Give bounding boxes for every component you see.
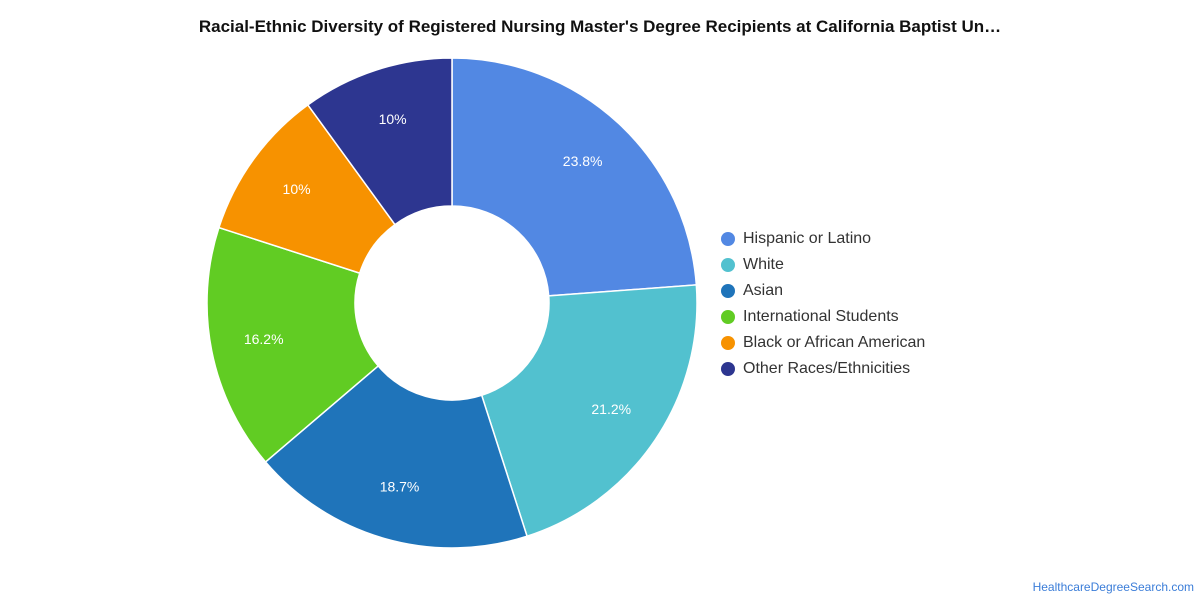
slice-international-students[interactable]: [206, 226, 380, 464]
slice-white[interactable]: [480, 284, 698, 538]
legend-swatch: [721, 310, 735, 324]
slice-value-label: 18.7%: [380, 478, 420, 494]
legend-item[interactable]: International Students: [721, 304, 925, 330]
chart-legend: Hispanic or Latino White Asian Internationa…: [721, 226, 925, 382]
legend-swatch: [721, 232, 735, 246]
legend-item[interactable]: Other Races/Ethnicities: [721, 356, 925, 382]
legend-label: White: [743, 256, 784, 273]
slice-asian[interactable]: [264, 364, 528, 549]
legend-label: Other Races/Ethnicities: [743, 360, 911, 377]
legend-swatch: [721, 362, 735, 376]
legend-item[interactable]: Hispanic or Latino: [721, 226, 925, 252]
legend-label: Black or African American: [743, 334, 926, 351]
legend-item[interactable]: Black or African American: [721, 330, 925, 356]
chart-title: Racial-Ethnic Diversity of Registered Nu…: [198, 17, 1002, 36]
legend-swatch: [721, 258, 735, 272]
slice-value-label: 16.2%: [244, 331, 284, 347]
slice-value-label: 21.2%: [591, 401, 631, 417]
legend-swatch: [721, 284, 735, 298]
source-link[interactable]: HealthcareDegreeSearch.com: [1032, 580, 1194, 594]
slice-value-label: 10%: [283, 181, 311, 197]
slice-value-label: 23.8%: [563, 153, 603, 169]
legend-item[interactable]: White: [721, 252, 925, 278]
slice-other-races-ethnicities[interactable]: [306, 57, 453, 226]
legend-label: International Students: [743, 308, 899, 325]
legend-swatch: [721, 336, 735, 350]
slice-hispanic-or-latino[interactable]: [451, 57, 698, 297]
slice-value-label: 10%: [379, 111, 407, 127]
legend-label: Asian: [743, 282, 784, 299]
legend-label: Hispanic or Latino: [743, 230, 872, 247]
legend-item[interactable]: Asian: [721, 278, 925, 304]
